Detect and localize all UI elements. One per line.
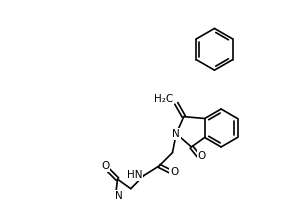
Text: O: O [198, 151, 206, 161]
Text: O: O [170, 167, 178, 177]
Text: O: O [101, 161, 109, 171]
Text: N: N [172, 129, 180, 139]
Text: HN: HN [127, 170, 142, 180]
Text: H₂C: H₂C [154, 94, 173, 104]
Text: N: N [115, 191, 122, 200]
